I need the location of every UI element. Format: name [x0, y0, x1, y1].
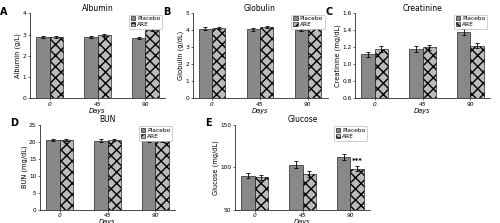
Legend: Placebo, ARE: Placebo, ARE [454, 14, 487, 29]
Bar [350, 169, 364, 223]
Text: B: B [163, 7, 170, 17]
Bar [36, 37, 50, 98]
Bar [409, 49, 422, 149]
Bar [98, 35, 111, 98]
Bar [94, 141, 108, 210]
Text: **: ** [148, 20, 156, 26]
X-axis label: Days: Days [100, 219, 116, 223]
Legend: Placebo, ARE: Placebo, ARE [139, 126, 172, 141]
Text: D: D [10, 118, 18, 128]
Bar [457, 32, 470, 149]
X-axis label: Days: Days [252, 108, 268, 114]
Bar [241, 176, 254, 223]
Text: E: E [206, 118, 212, 128]
Bar [46, 140, 60, 210]
Bar [337, 157, 350, 223]
Bar [156, 141, 169, 210]
Legend: Placebo, ARE: Placebo, ARE [292, 14, 324, 29]
Bar [294, 30, 308, 98]
Bar [84, 37, 98, 98]
Title: Globulin: Globulin [244, 4, 276, 13]
Bar [308, 24, 322, 98]
Bar [108, 140, 121, 210]
X-axis label: Days: Days [414, 108, 431, 114]
Y-axis label: Creatinine (mg/dL): Creatinine (mg/dL) [334, 24, 341, 87]
Bar [374, 49, 388, 149]
Bar [254, 178, 268, 223]
Y-axis label: Globulin (g/dL): Globulin (g/dL) [178, 31, 184, 80]
Bar [60, 140, 73, 210]
Bar [50, 37, 63, 98]
Bar [198, 29, 212, 98]
Title: Glucose: Glucose [288, 115, 318, 124]
Text: **: ** [460, 20, 468, 26]
Title: BUN: BUN [100, 115, 116, 124]
Y-axis label: Albumin (g/L): Albumin (g/L) [15, 33, 22, 78]
Title: Creatinine: Creatinine [402, 4, 442, 13]
Legend: Placebo, ARE: Placebo, ARE [334, 126, 367, 141]
X-axis label: Days: Days [89, 108, 106, 114]
Bar [212, 28, 226, 98]
Text: ***: *** [352, 158, 362, 164]
Bar [132, 38, 145, 98]
Bar [470, 45, 484, 149]
Bar [146, 30, 159, 98]
Bar [422, 47, 436, 149]
Title: Albumin: Albumin [82, 4, 114, 13]
Bar [289, 165, 302, 223]
Bar [246, 29, 260, 98]
X-axis label: Days: Days [294, 219, 311, 223]
Y-axis label: Glucose (mg/dL): Glucose (mg/dL) [212, 140, 219, 195]
Bar [302, 174, 316, 223]
Legend: Placebo, ARE: Placebo, ARE [129, 14, 162, 29]
Text: C: C [326, 7, 332, 17]
Y-axis label: BUN (mg/dL): BUN (mg/dL) [21, 146, 28, 188]
Text: A: A [0, 7, 8, 17]
Bar [260, 27, 274, 98]
Bar [142, 141, 156, 210]
Bar [361, 54, 374, 149]
